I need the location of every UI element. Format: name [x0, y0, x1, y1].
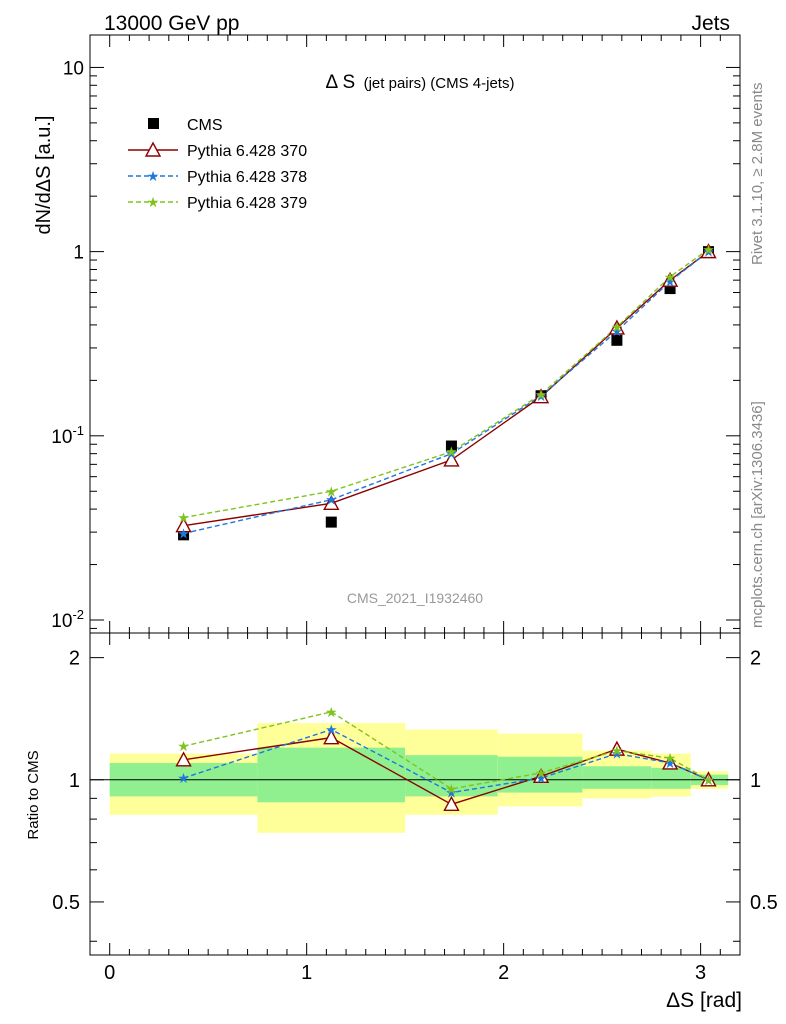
series-2-point-0: ★	[177, 525, 190, 541]
series-2-point-4: ★	[611, 323, 624, 339]
series-1-point-4	[608, 319, 626, 335]
main-panel-axes: 10-2 10-1 1 10	[51, 34, 741, 634]
ratio-y-tick-label-right: 2	[750, 648, 761, 670]
legend-label-379: Pythia 6.428 379	[187, 195, 307, 212]
series-line-1	[183, 251, 709, 527]
x-tick-label: 3	[695, 962, 706, 984]
x-tick-label: 2	[498, 962, 509, 984]
ratio-2-point-1: ★	[325, 722, 338, 738]
ratio-y-axis-label: Ratio to CMS	[25, 750, 42, 839]
y-tick-label: 10-1	[51, 423, 84, 448]
legend-label-cms: CMS	[187, 117, 223, 134]
series-3-point-0: ★	[177, 510, 190, 526]
series-3-point-6: ★	[702, 241, 715, 257]
ratio-2-point-0: ★	[177, 770, 190, 786]
ratio-y-tick-label-left: 2	[69, 648, 80, 670]
plot-title-main: Δ S	[326, 72, 356, 93]
legend-marker-378: ★	[147, 168, 160, 184]
data-point-cms-4	[611, 334, 623, 346]
series-3-point-2: ★	[445, 444, 458, 460]
ratio-y-tick-label-left: 1	[69, 770, 80, 792]
x-axis-label: ΔS [rad]	[666, 989, 742, 1012]
series-2-point-2: ★	[445, 446, 458, 462]
series-1-point-0	[175, 517, 192, 533]
legend-marker-cms	[148, 118, 159, 129]
series-1-point-3	[532, 388, 550, 404]
main-series-markers: ★★★★★★★★★★★★★★	[175, 241, 717, 541]
ratio-1-point-4	[608, 740, 626, 756]
plot-title-sub: (jet pairs) (CMS 4-jets)	[364, 75, 515, 92]
ratio-3-point-0: ★	[177, 738, 190, 754]
ratio-1-point-6	[700, 771, 717, 787]
header-energy-label: 13000 GeV pp	[104, 12, 239, 35]
legend-marker-379: ★	[147, 194, 160, 210]
plot-title: Δ S (jet pairs) (CMS 4-jets)	[326, 72, 515, 93]
series-3-point-1: ★	[325, 483, 338, 499]
ratio-y-tick-label-right: 0.5	[750, 892, 778, 914]
series-3-point-4: ★	[611, 319, 624, 335]
ratio-1-point-1	[323, 729, 340, 745]
main-series-lines	[183, 248, 709, 535]
ratio-2-point-4: ★	[611, 746, 624, 762]
ratio-band-inner-5	[651, 767, 691, 789]
ratio-3-point-3: ★	[535, 765, 548, 781]
legend-label-370: Pythia 6.428 370	[187, 143, 307, 160]
ratio-2-point-5: ★	[664, 755, 677, 771]
data-point-cms-2	[445, 440, 457, 452]
data-point-cms-1	[325, 516, 337, 528]
ratio-1-point-5	[661, 754, 679, 770]
data-point-cms-0	[178, 529, 190, 541]
legend-marker-370	[144, 141, 162, 157]
data-point-cms-5	[664, 283, 676, 295]
ratio-y-tick-label-left: 0.5	[52, 892, 80, 914]
ratio-3-point-5: ★	[664, 750, 677, 766]
ratio-2-point-3: ★	[535, 770, 548, 786]
series-1-point-5	[661, 271, 679, 287]
ratio-1-point-3	[532, 767, 550, 783]
y-axis-label: dN/dΔS [a.u.]	[33, 116, 55, 235]
ratio-panel-axes: 0 1 2 3 0.5 0.5 1 1 2 2	[52, 632, 778, 984]
ratio-2-point-6: ★	[702, 772, 715, 788]
ratio-y-tick-label-right: 1	[750, 770, 761, 792]
y-tick-label: 10-2	[51, 607, 84, 632]
ratio-1-point-2	[443, 795, 460, 812]
series-2-point-3: ★	[535, 388, 548, 404]
series-3-point-3: ★	[535, 386, 548, 402]
ratio-band-inner-1	[257, 747, 406, 803]
series-line-2	[183, 251, 709, 535]
ratio-3-point-4: ★	[611, 743, 624, 759]
mcplots-reference-label: mcplots.cern.ch [arXiv:1306.3436]	[749, 401, 766, 628]
rivet-version-label: Rivet 3.1.10, ≥ 2.8M events	[749, 83, 766, 266]
legend-label-378: Pythia 6.428 378	[187, 169, 307, 186]
y-tick-label: 1	[73, 243, 84, 264]
header-category-label: Jets	[691, 12, 730, 35]
x-tick-label: 1	[301, 962, 312, 984]
ratio-band-inner-4	[582, 766, 652, 789]
analysis-watermark: CMS_2021_I1932460	[347, 590, 483, 606]
series-1-point-2	[443, 451, 460, 467]
ratio-3-point-1: ★	[325, 704, 338, 720]
ratio-1-point-0	[175, 751, 192, 767]
series-2-point-5: ★	[664, 273, 677, 289]
series-1-point-1	[323, 494, 340, 511]
ratio-2-point-2: ★	[445, 785, 458, 801]
x-tick-label: 0	[104, 962, 115, 984]
series-1-point-6	[700, 243, 717, 259]
y-tick-label: 10	[63, 58, 84, 79]
legend: CMS Pythia 6.428 370 ★ Pythia 6.428 378 …	[128, 117, 307, 212]
ratio-3-point-6: ★	[702, 772, 715, 788]
series-3-point-5: ★	[664, 269, 677, 285]
ratio-series-markers: ★★★★★★★★★★★★ ★★	[175, 704, 717, 812]
ratio-panel-frame	[89, 632, 741, 956]
ratio-3-point-2: ★	[445, 781, 458, 797]
series-2-point-6: ★	[702, 244, 715, 260]
series-line-3	[183, 248, 709, 519]
series-2-point-1: ★	[325, 492, 338, 508]
